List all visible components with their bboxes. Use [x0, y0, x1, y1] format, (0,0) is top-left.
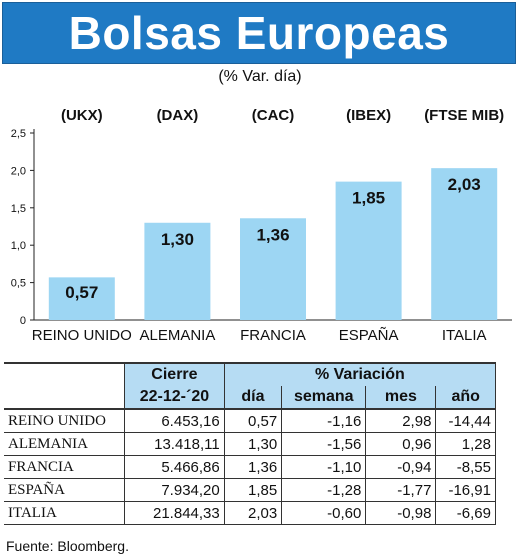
cell-cierre: 13.418,11: [124, 432, 225, 456]
bar-value-label: 0,57: [65, 283, 98, 302]
cell-ano: -6,69: [435, 501, 496, 525]
bar-chart: 0 0,5 1,0 1,5 2,0 2,5 0,57 (UKX) REINO UNIDO 1,30…: [11, 107, 512, 344]
cell-mes: 2,98: [365, 408, 437, 433]
source-note: Fuente: Bloomberg.: [6, 538, 129, 554]
bar: [431, 168, 498, 320]
cell-mes: -0,94: [365, 455, 437, 479]
cell-semana: -1,28: [281, 478, 367, 502]
table-header-row-1: Cierre % Variación: [4, 362, 497, 386]
cell-cierre: 7.934,20: [124, 478, 225, 502]
table-body: REINO UNIDO 6.453,16 0,57 -1,16 2,98 -14,44 AL…: [4, 408, 496, 525]
cell-ano: -8,55: [435, 455, 496, 479]
category-label: ALEMANIA: [139, 327, 215, 344]
index-label: (CAC): [252, 107, 295, 124]
cell-ano: 1,28: [435, 432, 496, 456]
cell-cierre: 5.466,86: [124, 455, 225, 479]
chart-subtitle: (% Var. día): [218, 68, 302, 85]
cell-semana: -1,56: [281, 432, 367, 456]
bar: [144, 222, 211, 320]
cell-semana: -1,10: [281, 455, 367, 479]
cell-dia: 1,36: [223, 455, 283, 479]
cell-semana: -1,16: [281, 408, 367, 433]
y-tick-label: 1,5: [11, 203, 26, 215]
header-date: 22-12-´20: [124, 386, 225, 410]
bar-value-label: 1,30: [161, 230, 194, 249]
table-row: REINO UNIDO 6.453,16 0,57 -1,16 2,98 -14,44: [4, 408, 496, 433]
table-row: FRANCIA 5.466,86 1,36 -1,10 -0,94 -8,55: [4, 455, 496, 479]
header-cierre: Cierre: [124, 362, 225, 386]
table-row: ESPAÑA 7.934,20 1,85 -1,28 -1,77 -16,91: [4, 478, 496, 502]
category-label: ESPAÑA: [339, 327, 399, 344]
cell-dia: 1,30: [223, 432, 283, 456]
bar: [240, 218, 306, 320]
index-label: (FTSE MIB): [424, 107, 504, 124]
header-ano: año: [435, 386, 496, 410]
index-label: (IBEX): [346, 107, 391, 124]
y-tick-label: 2,5: [11, 128, 26, 140]
cell-mes: -1,77: [365, 478, 437, 502]
index-label: (UKX): [61, 107, 103, 124]
bar-value-label: 1,85: [352, 189, 385, 208]
cell-dia: 1,85: [223, 478, 283, 502]
category-label: FRANCIA: [240, 327, 306, 344]
header-semana: semana: [281, 386, 367, 410]
category-label: ITALIA: [442, 327, 487, 344]
bar-value-label: 1,36: [256, 225, 289, 244]
y-tick-label: 2,0: [11, 165, 26, 177]
bar-value-label: 2,03: [448, 175, 481, 194]
header-variacion: % Variación: [223, 362, 497, 386]
cell-ano: -14,44: [435, 408, 496, 433]
y-tick-label: 0: [20, 315, 26, 327]
cell-dia: 2,03: [223, 501, 283, 525]
header-dia: día: [223, 386, 283, 410]
category-label: REINO UNIDO: [32, 327, 132, 344]
table-corner-cell-2: [4, 386, 126, 410]
cell-mes: -0,98: [365, 501, 437, 525]
title-banner: Bolsas Europeas: [2, 2, 516, 64]
cell-semana: -0,60: [281, 501, 367, 525]
table-row: ITALIA 21.844,33 2,03 -0,60 -0,98 -6,69: [4, 501, 496, 525]
row-name: ESPAÑA: [4, 478, 126, 502]
row-name: ITALIA: [4, 501, 126, 525]
page-title: Bolsas Europeas: [68, 7, 450, 59]
table-header-row-2: 22-12-´20 día semana mes año: [4, 386, 496, 410]
table-corner-cell: [4, 362, 126, 386]
table-row: ALEMANIA 13.418,11 1,30 -1,56 0,96 1,28: [4, 432, 496, 456]
cell-cierre: 6.453,16: [124, 408, 225, 433]
bar: [48, 277, 115, 320]
header-mes: mes: [365, 386, 437, 410]
bar: [335, 181, 402, 320]
cell-dia: 0,57: [223, 408, 283, 433]
index-label: (DAX): [157, 107, 199, 124]
data-table: Cierre % Variación 22-12-´20 día semana …: [4, 362, 497, 525]
y-tick-label: 1,0: [11, 240, 26, 252]
y-tick-label: 0,5: [11, 278, 26, 290]
cell-mes: 0,96: [365, 432, 437, 456]
row-name: REINO UNIDO: [4, 408, 126, 433]
cell-cierre: 21.844,33: [124, 501, 225, 525]
row-name: ALEMANIA: [4, 432, 126, 456]
cell-ano: -16,91: [435, 478, 496, 502]
row-name: FRANCIA: [4, 455, 126, 479]
